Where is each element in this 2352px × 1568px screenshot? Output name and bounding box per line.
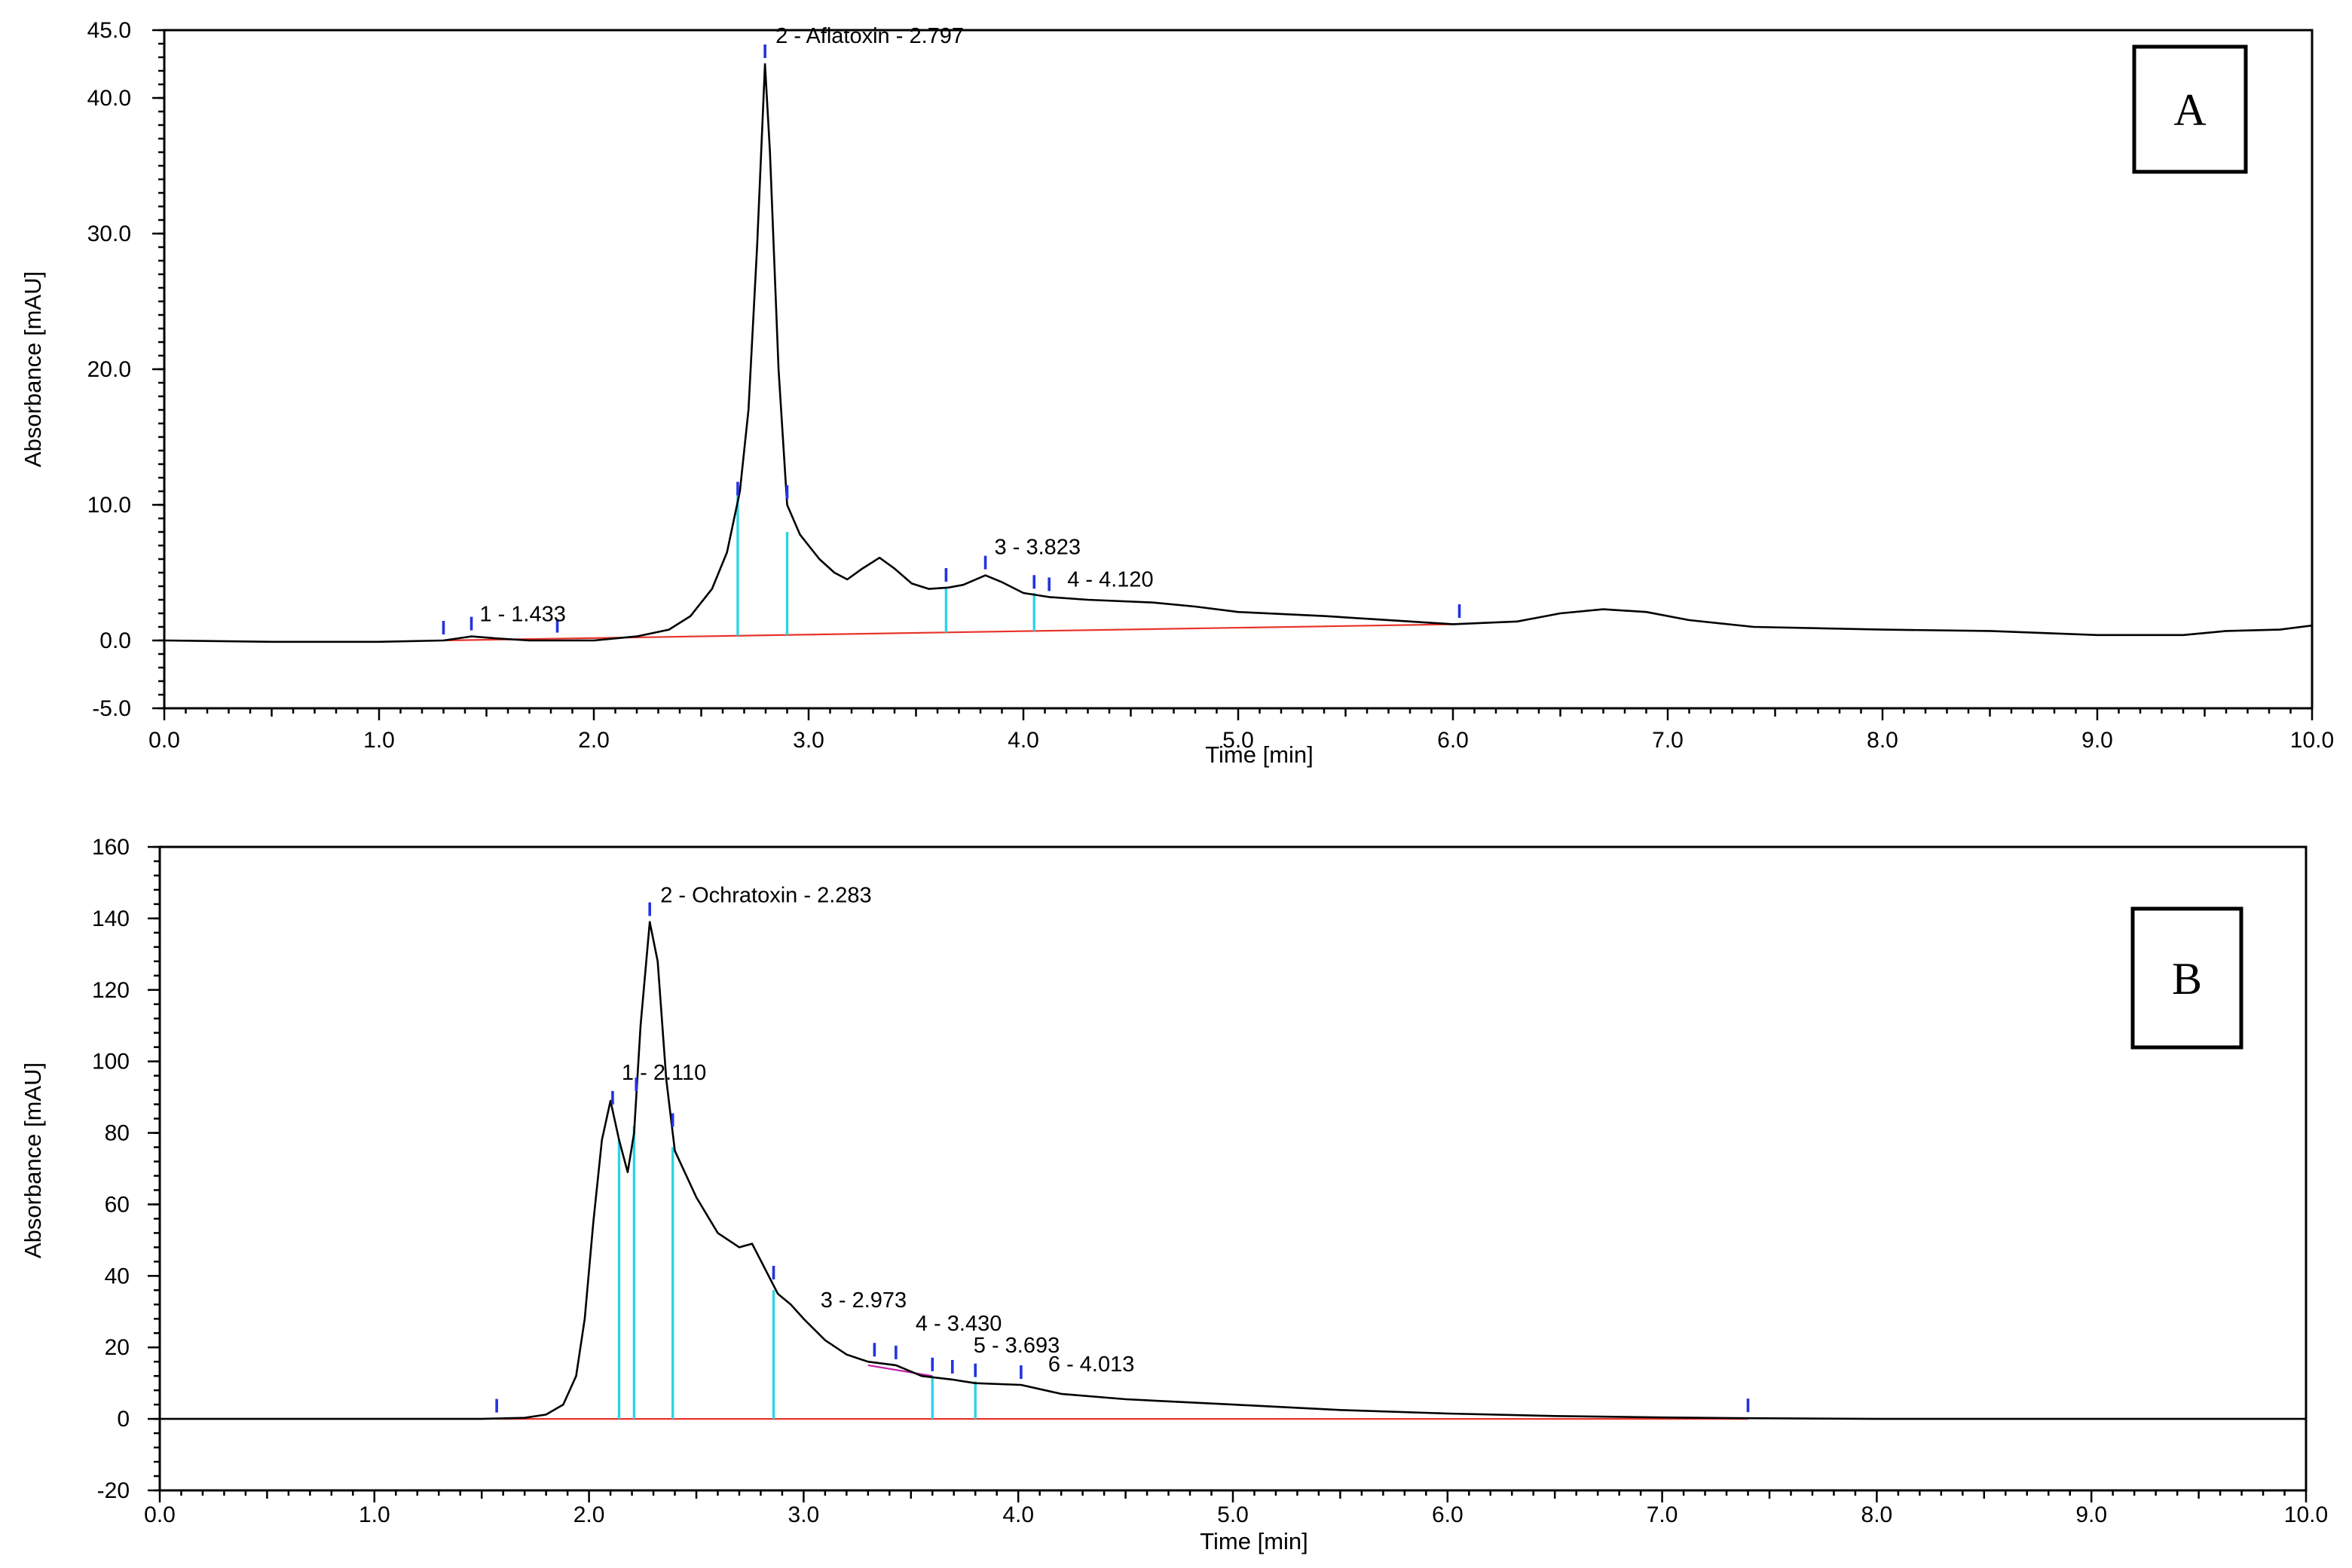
x-tick-label: 6.0 bbox=[1437, 728, 1469, 753]
x-axis-label: Time [min] bbox=[1205, 741, 1314, 768]
y-tick-label: 40 bbox=[105, 1264, 130, 1288]
x-tick-label: 0.0 bbox=[148, 728, 180, 753]
y-tick-label: 0 bbox=[117, 1407, 130, 1432]
integration-baseline bbox=[443, 623, 1460, 642]
y-tick-label: 20 bbox=[105, 1335, 130, 1360]
x-tick-label: 3.0 bbox=[788, 1502, 820, 1527]
y-tick-label: 10.0 bbox=[87, 493, 131, 518]
panel-label: A bbox=[2173, 85, 2206, 135]
y-tick-label: 0.0 bbox=[99, 628, 131, 653]
x-tick-label: 9.0 bbox=[2075, 1502, 2107, 1527]
y-tick-label: 60 bbox=[105, 1192, 130, 1217]
x-tick-label: 10.0 bbox=[2290, 728, 2334, 753]
panel-label-box bbox=[2130, 906, 2243, 1050]
chromatogram-trace bbox=[160, 921, 2306, 1420]
x-tick-label: 2.0 bbox=[578, 728, 610, 753]
x-tick-label: 8.0 bbox=[1867, 728, 1898, 753]
x-tick-label: 5.0 bbox=[1222, 728, 1254, 753]
y-tick-label: 80 bbox=[105, 1121, 130, 1146]
panel-label-box bbox=[2132, 44, 2248, 174]
y-tick-label: 45.0 bbox=[87, 18, 131, 43]
x-tick-label: 6.0 bbox=[1432, 1502, 1464, 1527]
y-axis-label: Absorbance [mAU] bbox=[20, 1062, 46, 1258]
peak-label: 4 - 4.120 bbox=[1067, 567, 1153, 591]
x-tick-label: 7.0 bbox=[1652, 728, 1684, 753]
peak-label: 1 - 2.110 bbox=[622, 1061, 706, 1085]
chromatogram-trace bbox=[164, 63, 2313, 643]
peak-label: 5 - 3.693 bbox=[974, 1334, 1060, 1358]
x-tick-label: 1.0 bbox=[363, 728, 395, 753]
panel-label: B bbox=[2172, 954, 2202, 1004]
chromatogram-panel-b: 0.0 1.0 2.0 3.0 4.0 5.0 6.0 7.0 8.0 9.0 10.0 -20 0 20… bbox=[20, 835, 2328, 1554]
y-tick-label: 20.0 bbox=[87, 357, 131, 382]
peak-label: 2 - Aflatoxin - 2.797 bbox=[775, 24, 964, 48]
peak-label: 4 - 3.430 bbox=[916, 1312, 1002, 1336]
x-tick-label: 3.0 bbox=[793, 728, 824, 753]
y-tick-label: 160 bbox=[92, 835, 130, 860]
peak-label: 2 - Ochratoxin - 2.283 bbox=[660, 884, 871, 908]
integration-baseline-segment bbox=[867, 1364, 933, 1377]
y-tick-label: 30.0 bbox=[87, 222, 131, 246]
x-tick-label: 0.0 bbox=[144, 1502, 176, 1527]
peak-label: 6 - 4.013 bbox=[1048, 1353, 1134, 1377]
x-axis-label: Time [min] bbox=[1200, 1528, 1308, 1554]
y-tick-label: -20 bbox=[97, 1478, 130, 1503]
y-tick-label: 140 bbox=[92, 906, 130, 931]
x-tick-label: 9.0 bbox=[2081, 728, 2113, 753]
x-tick-label: 8.0 bbox=[1861, 1502, 1893, 1527]
plot-frame bbox=[158, 845, 2308, 1492]
x-tick-label: 1.0 bbox=[359, 1502, 390, 1527]
peak-label: 3 - 3.823 bbox=[995, 536, 1081, 560]
x-tick-label: 4.0 bbox=[1008, 728, 1039, 753]
x-tick-label: 7.0 bbox=[1647, 1502, 1678, 1527]
chromatogram-panel-a: 0.0 1.0 2.0 3.0 4.0 5.0 6.0 7.0 8.0 9.0 10.0 -5.0 0.… bbox=[20, 18, 2334, 768]
peak-label: 3 - 2.973 bbox=[821, 1288, 907, 1313]
y-tick-label: 120 bbox=[92, 978, 130, 1003]
y-tick-label: 40.0 bbox=[87, 86, 131, 111]
x-tick-label: 2.0 bbox=[573, 1502, 605, 1527]
x-tick-label: 5.0 bbox=[1217, 1502, 1249, 1527]
y-axis-label: Absorbance [mAU] bbox=[20, 271, 46, 467]
y-tick-label: -5.0 bbox=[92, 696, 131, 721]
peak-label: 1 - 1.433 bbox=[479, 603, 565, 627]
x-tick-label: 4.0 bbox=[1002, 1502, 1034, 1527]
x-tick-label: 10.0 bbox=[2284, 1502, 2328, 1527]
y-tick-label: 100 bbox=[92, 1050, 130, 1074]
